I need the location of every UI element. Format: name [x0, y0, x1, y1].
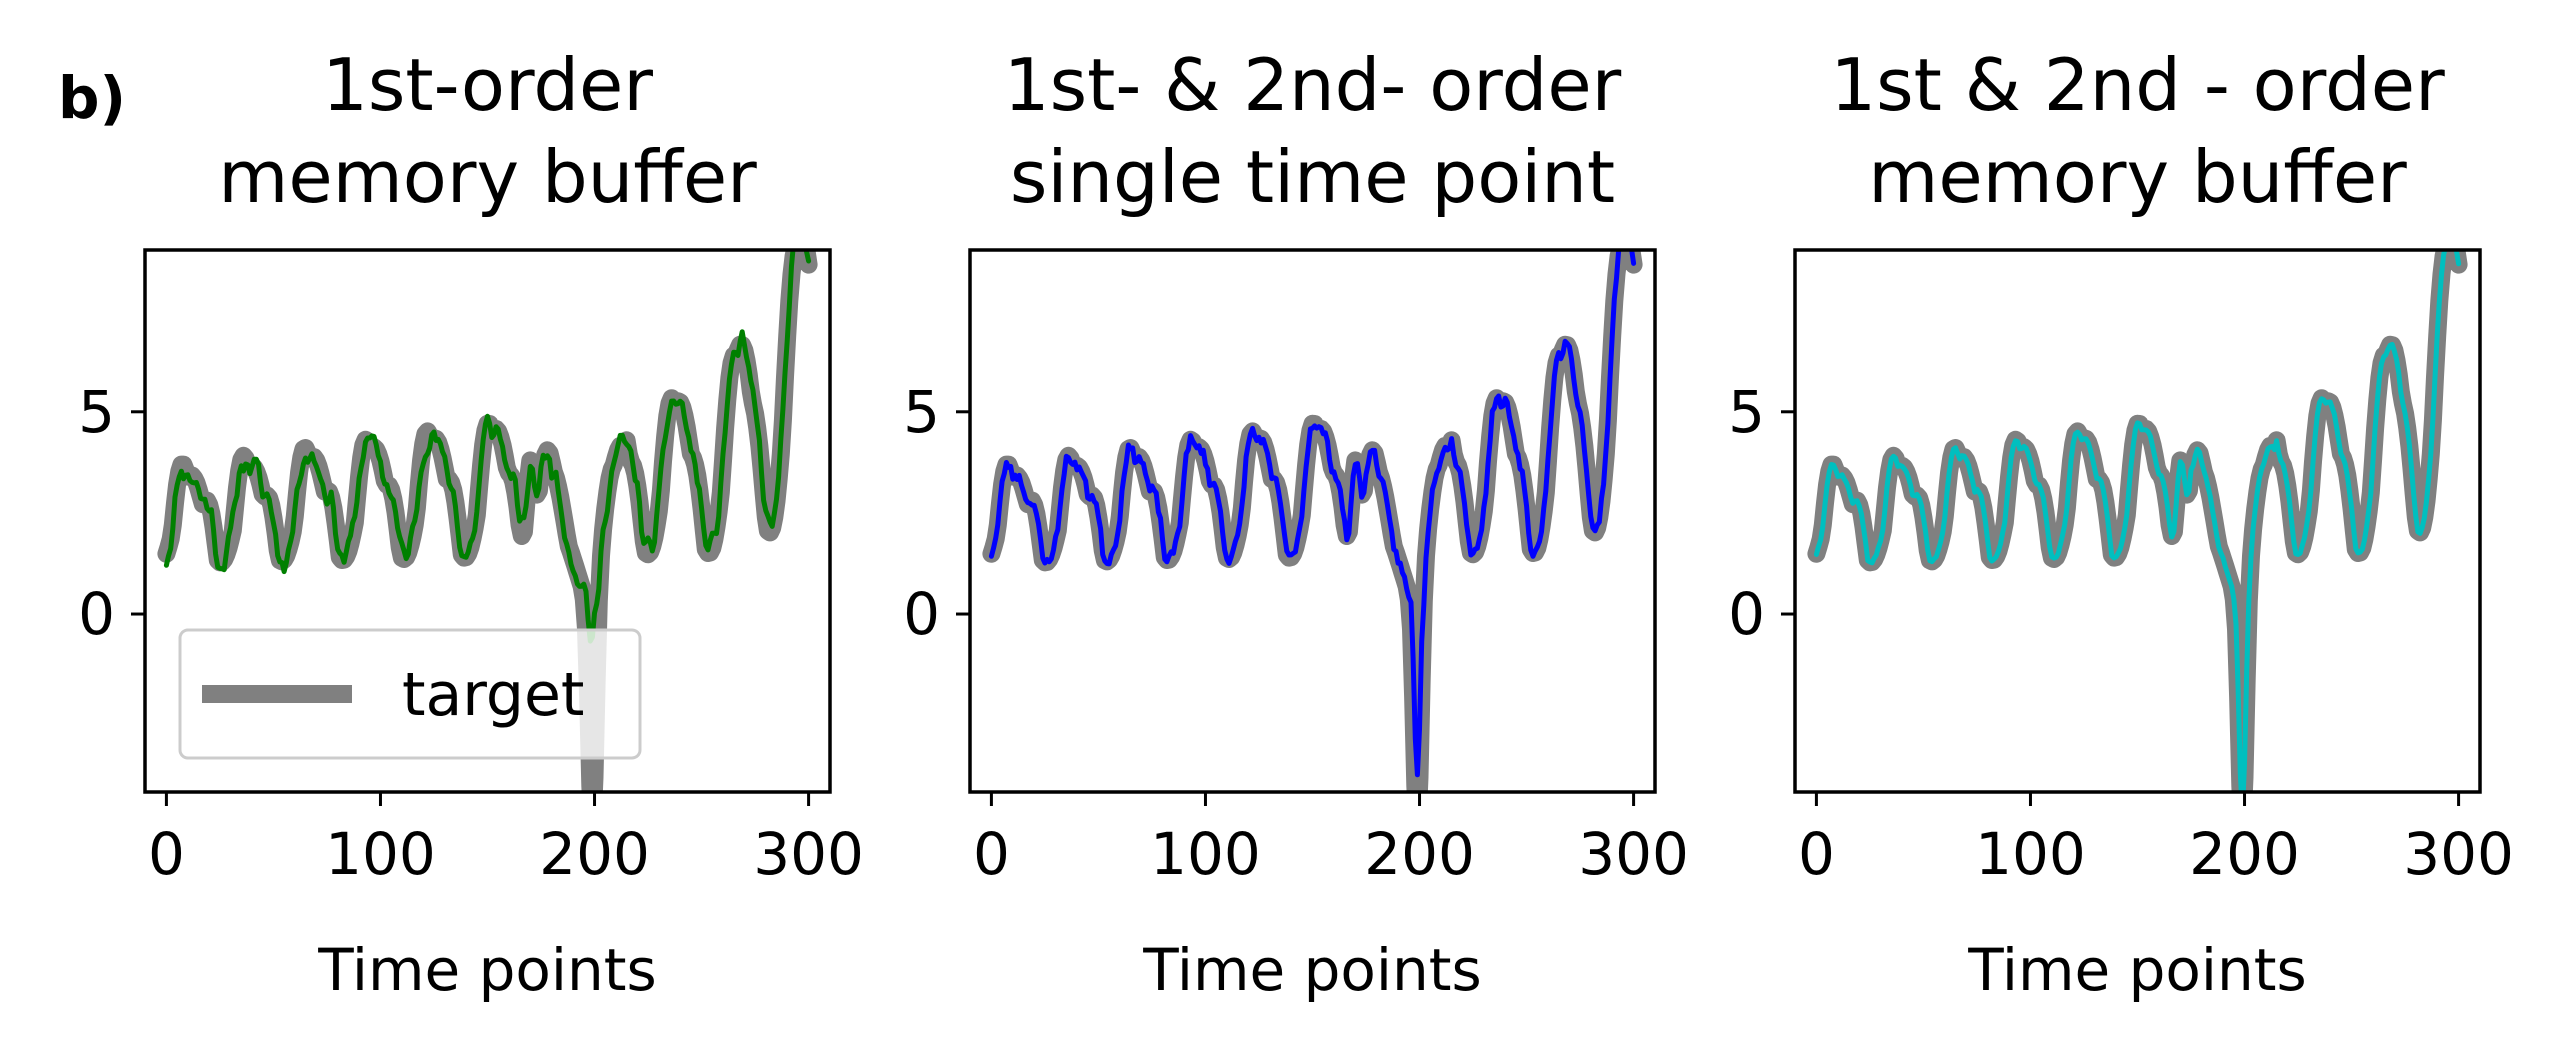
y-tick-label: 0 [903, 580, 940, 648]
prediction-series-line [163, 250, 812, 644]
chart-title-line: 1st & 2nd - order [1830, 43, 2445, 127]
x-tick-label: 0 [148, 820, 185, 888]
chart-title-line: memory buffer [1868, 135, 2407, 219]
axes-frame [1793, 248, 2482, 794]
plot-area [157, 250, 818, 792]
y-tick-label: 0 [1728, 580, 1765, 648]
y-tick-label: 5 [1728, 378, 1765, 446]
plot-area [982, 250, 1643, 792]
chart-title-line: 1st- & 2nd- order [1004, 43, 1622, 127]
x-tick-label: 100 [1150, 820, 1261, 888]
x-tick-label: 100 [1975, 820, 2086, 888]
legend-box [178, 628, 642, 760]
x-axis-label: Time points [1142, 936, 1482, 1004]
x-tick-label: 300 [2403, 820, 2514, 888]
y-tick-label: 5 [78, 378, 115, 446]
y-tick-label: 5 [903, 378, 940, 446]
axes-frame [968, 248, 1657, 794]
y-tick-label: 0 [78, 580, 115, 648]
x-tick-label: 0 [973, 820, 1010, 888]
x-tick-label: 200 [1364, 820, 1475, 888]
x-tick-label: 200 [539, 820, 650, 888]
legend: target [178, 628, 642, 760]
panel-tag: b) [58, 64, 126, 132]
chart-title-line: single time point [1010, 135, 1615, 219]
x-tick-label: 200 [2189, 820, 2300, 888]
prediction-series-line [988, 250, 1637, 778]
x-axis-label: Time points [317, 936, 657, 1004]
x-tick-label: 300 [1578, 820, 1689, 888]
x-tick-label: 300 [753, 820, 864, 888]
x-tick-label: 0 [1798, 820, 1835, 888]
axes-frame [143, 248, 832, 794]
target-series-line [982, 250, 1643, 792]
chart-title-line: 1st-order [322, 43, 653, 127]
legend-label: target [402, 660, 584, 730]
x-axis-label: Time points [1967, 936, 2307, 1004]
target-series-line [1807, 250, 2468, 792]
x-tick-label: 100 [325, 820, 436, 888]
plot-area [1807, 250, 2468, 792]
chart-title-line: memory buffer [218, 135, 757, 219]
prediction-series-line [1813, 250, 2462, 792]
